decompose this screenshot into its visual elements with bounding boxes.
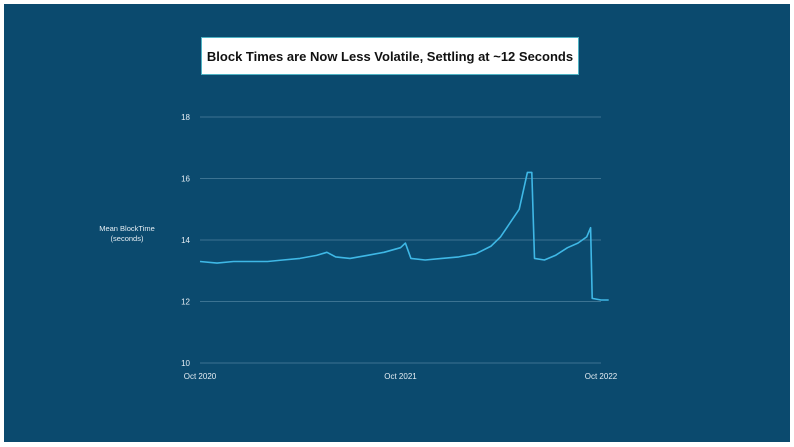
y-tick-label-14: 14 <box>181 236 190 245</box>
y-tick-label-16: 16 <box>181 175 190 184</box>
series-lines <box>199 171 609 301</box>
gridlines <box>200 116 601 364</box>
x-tick-label-0: Oct 2020 <box>184 372 217 381</box>
y-tick-labels: 10 12 14 16 18 <box>181 113 190 368</box>
x-tick-label-2: Oct 2022 <box>585 372 618 381</box>
y-axis-label: Mean BlockTime (seconds) <box>92 224 162 244</box>
y-axis-label-line-2: (seconds) <box>110 234 144 243</box>
y-tick-label-10: 10 <box>181 359 190 368</box>
y-tick-label-18: 18 <box>181 113 190 122</box>
chart-title-text: Block Times are Now Less Volatile, Settl… <box>206 48 574 64</box>
y-tick-label-12: 12 <box>181 298 190 307</box>
y-axis-label-line-1: Mean BlockTime <box>99 224 155 233</box>
series-line-0 <box>199 171 609 301</box>
chart-title: Block Times are Now Less Volatile, Settl… <box>202 38 578 74</box>
x-tick-labels: Oct 2020 Oct 2021 Oct 2022 <box>184 372 618 381</box>
x-tick-label-1: Oct 2021 <box>384 372 417 381</box>
slide-background <box>4 4 790 442</box>
